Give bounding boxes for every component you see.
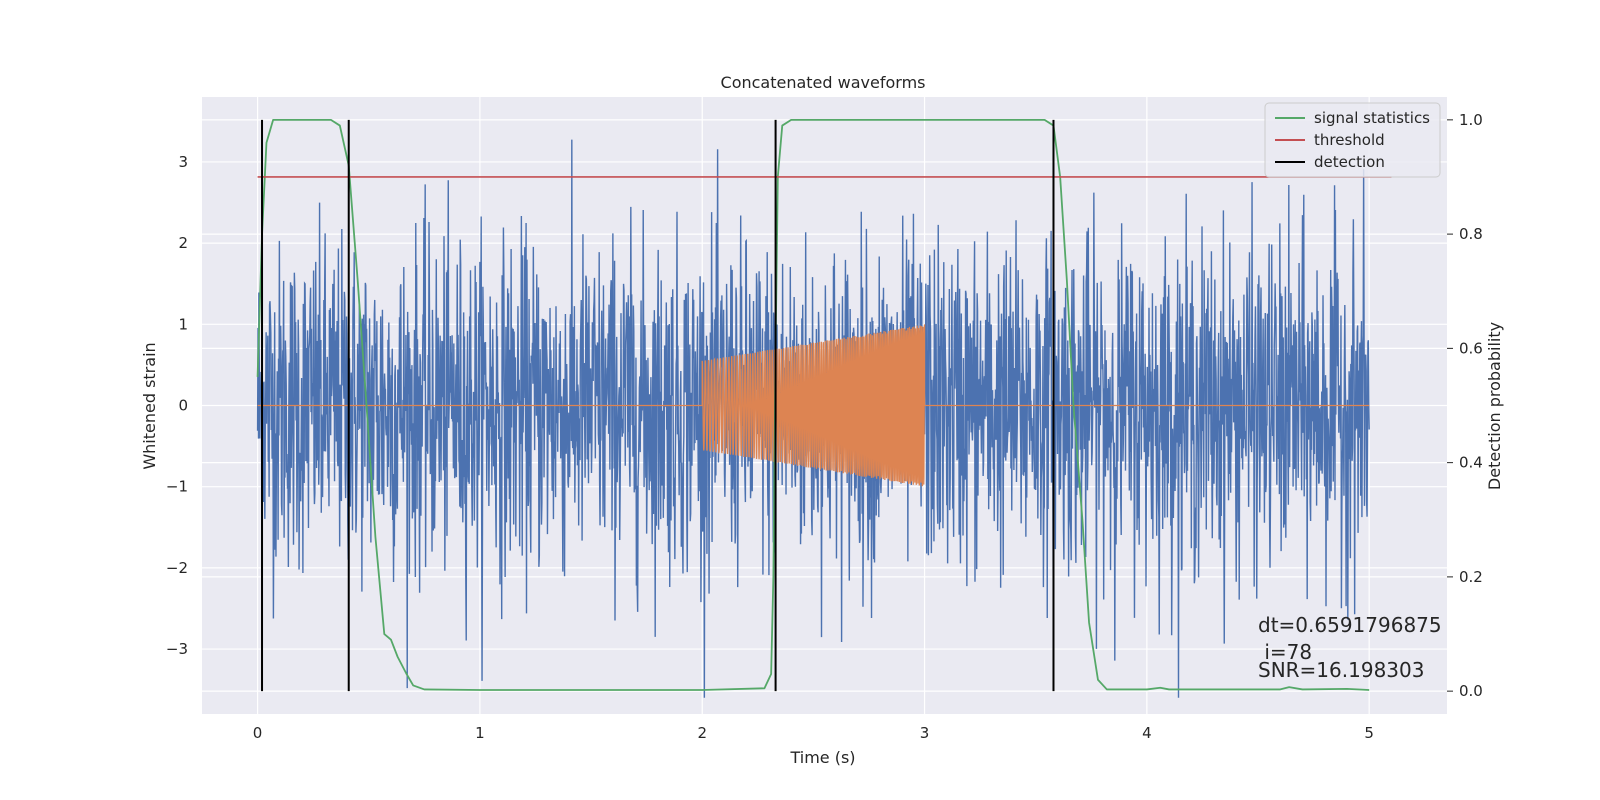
x-tick-label: 1 [475, 724, 485, 742]
y-axis-right-label: Detection probability [1485, 322, 1504, 490]
y-right-tick-label: 0.2 [1459, 568, 1483, 586]
x-tick-label: 4 [1142, 724, 1152, 742]
y-left-tick-label: 1 [178, 315, 188, 333]
annotations: dt=0.6591796875 i=78 SNR=16.198303 [1258, 613, 1442, 682]
annotation-snr: SNR=16.198303 [1258, 658, 1424, 682]
annotation-dt: dt=0.6591796875 [1258, 613, 1442, 637]
plot-area [202, 97, 1447, 714]
legend-threshold-label: threshold [1314, 131, 1385, 149]
y-left-tick-label: −2 [166, 559, 188, 577]
signal-statistics-line [256, 118, 1370, 691]
y-left-tick-label: −3 [166, 640, 188, 658]
x-tick-label: 2 [697, 724, 707, 742]
legend: signal statistics threshold detection [1264, 102, 1441, 178]
injected-signal-line [257, 324, 1370, 487]
legend-frame [1264, 102, 1441, 178]
y-left-tick-label: 0 [178, 397, 188, 415]
y-axis-left-label: Whitened strain [140, 342, 159, 469]
chart-title: Concatenated waveforms [721, 73, 926, 92]
x-tick-label: 3 [920, 724, 930, 742]
legend-detection-label: detection [1314, 153, 1385, 171]
y-left-tick-label: 3 [178, 153, 188, 171]
ticks: 0 1 2 3 4 5 −3 −2 −1 0 1 2 3 0.0 0.2 0.4 0.6 0.8 1.0 [166, 111, 1483, 742]
annotation-index: i=78 [1258, 640, 1312, 664]
x-axis-label: Time (s) [789, 748, 855, 767]
y-right-tick-label: 0.8 [1459, 225, 1483, 243]
x-tick-label: 5 [1364, 724, 1374, 742]
y-right-tick-label: 0.0 [1459, 682, 1483, 700]
y-right-tick-label: 1.0 [1459, 111, 1483, 129]
x-tick-label: 0 [253, 724, 263, 742]
y-left-tick-label: 2 [178, 234, 188, 252]
y-right-tick-label: 0.4 [1459, 454, 1483, 472]
legend-signal-statistics-label: signal statistics [1314, 109, 1430, 127]
y-right-tick-label: 0.6 [1459, 339, 1483, 357]
y-left-tick-label: −1 [166, 478, 188, 496]
series-layer [256, 118, 1392, 698]
